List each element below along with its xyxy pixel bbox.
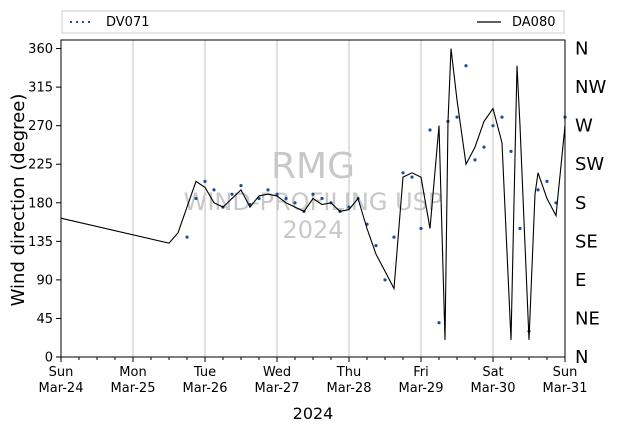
- compass-label: N: [575, 347, 588, 368]
- watermark-year: 2024: [282, 216, 343, 244]
- x-axis-ticks: SunMar-24MonMar-25TueMar-26WedMar-27ThuM…: [39, 357, 588, 396]
- y-axis-ticks: 0 45 90 135 180 225 270 315 360: [28, 42, 61, 366]
- dv071-point: [464, 64, 468, 68]
- compass-label: N: [575, 39, 588, 60]
- dv071-point: [284, 196, 288, 201]
- dv071-point: [230, 192, 234, 196]
- x-tick-day: Fri: [413, 365, 429, 380]
- legend-da080-label: DA080: [512, 15, 556, 30]
- compass-label: W: [575, 116, 593, 137]
- legend-dv071-label: DV071: [106, 15, 150, 30]
- watermark-title: RMG: [271, 146, 355, 187]
- legend: DV071 DA080: [61, 10, 565, 34]
- x-tick-day: Sun: [553, 365, 578, 380]
- dv071-point: [410, 175, 414, 179]
- x-tick-date: Mar-30: [471, 381, 516, 396]
- compass-label: S: [575, 193, 586, 214]
- watermark-subtitle: WIND-PROFILING USP: [184, 188, 443, 216]
- y-tick-label: 0: [45, 351, 53, 366]
- compass-labels: N NE E SE S SW W NW N: [575, 39, 606, 368]
- dv071-point: [374, 244, 378, 248]
- y-tick-label: 180: [28, 196, 53, 211]
- dv071-point: [455, 115, 459, 119]
- dv071-point: [392, 235, 396, 239]
- dv071-point: [482, 145, 486, 149]
- x-axis-title: 2024: [293, 404, 334, 423]
- dv071-point: [239, 184, 243, 188]
- y-tick-label: 315: [28, 81, 53, 96]
- dv071-point: [518, 226, 522, 231]
- x-tick-date: Mar-29: [399, 381, 444, 396]
- dv071-point: [212, 188, 216, 192]
- dv071-point: [185, 235, 189, 239]
- dv071-point: [383, 278, 387, 282]
- dv071-point: [437, 321, 441, 325]
- y-tick-label: 45: [36, 312, 53, 327]
- dv071-point: [293, 201, 297, 205]
- dv071-point: [320, 196, 324, 201]
- compass-label: SE: [575, 231, 598, 252]
- dv071-point: [275, 192, 279, 196]
- dv071-point: [401, 171, 405, 175]
- y-tick-label: 270: [28, 119, 53, 134]
- series-da080-line: [60, 48, 566, 340]
- dv071-point: [266, 188, 270, 192]
- dv071-point: [500, 115, 504, 119]
- y-tick-label: 225: [28, 158, 53, 173]
- dv071-point: [311, 192, 315, 196]
- dv071-point: [545, 179, 549, 183]
- dv071-point: [194, 196, 198, 201]
- dv071-point: [491, 124, 495, 128]
- y-axis-title: Wind direction (degree): [8, 94, 29, 307]
- x-tick-day: Sat: [482, 365, 503, 380]
- x-tick-day: Tue: [193, 365, 216, 380]
- compass-label: NE: [575, 308, 600, 329]
- y-tick-label: 360: [28, 42, 53, 57]
- y-tick-label: 90: [36, 273, 53, 288]
- x-tick-day: Mon: [119, 365, 146, 380]
- x-tick-date: Mar-28: [327, 381, 372, 396]
- x-tick-date: Mar-27: [255, 381, 300, 396]
- compass-label: NW: [575, 77, 606, 98]
- x-tick-day: Wed: [263, 365, 291, 380]
- y-tick-label: 135: [28, 235, 53, 250]
- x-tick-date: Mar-26: [183, 381, 228, 396]
- dv071-point: [203, 179, 207, 183]
- x-tick-day: Thu: [336, 365, 361, 380]
- compass-label: SW: [575, 154, 604, 175]
- x-tick-date: Mar-31: [543, 381, 588, 396]
- dv071-point: [509, 149, 513, 153]
- x-tick-day: Sun: [49, 365, 74, 380]
- compass-label: E: [575, 270, 586, 291]
- dv071-point: [419, 226, 423, 231]
- x-tick-date: Mar-25: [111, 381, 156, 396]
- grid-lines: [132, 40, 494, 357]
- x-tick-date: Mar-24: [39, 381, 84, 396]
- dv071-point: [536, 188, 540, 192]
- legend-frame: [61, 10, 565, 34]
- dv071-point: [428, 128, 432, 132]
- dv071-point: [473, 158, 477, 162]
